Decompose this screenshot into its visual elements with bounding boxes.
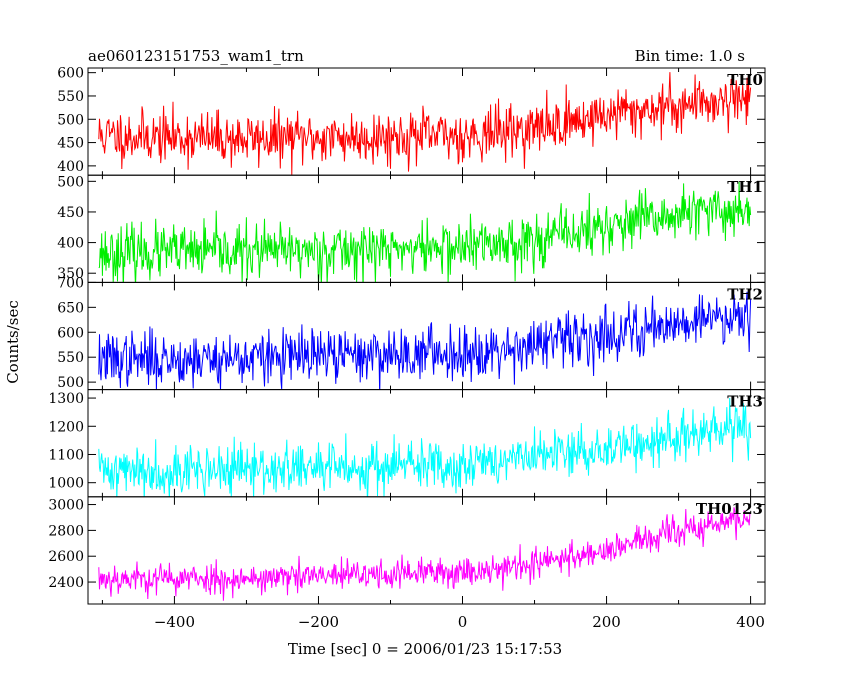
series-line-th2 <box>98 291 752 390</box>
panel-label-th1: TH1 <box>727 178 763 196</box>
series-line-th0 <box>98 72 752 175</box>
y-tick-label-th0: 500 <box>57 112 84 128</box>
y-tick-label-th1: 350 <box>57 266 84 282</box>
y-tick-label-th0: 600 <box>57 66 84 82</box>
y-tick-label-th0123: 2800 <box>48 523 84 539</box>
y-tick-label-th0123: 3000 <box>48 498 84 514</box>
panels-group: TH0 400 450 500 550 600 TH1 350 400 450 500 TH2 500 5… <box>48 66 766 631</box>
y-tick-label-th0123: 2600 <box>48 549 84 565</box>
series-line-th3 <box>98 397 752 497</box>
y-tick-label-th1: 450 <box>57 205 84 221</box>
y-tick-label-th1: 500 <box>57 174 84 190</box>
header-left: ae060123151753_wam1_trn <box>88 47 304 65</box>
header-right: Bin time: 1.0 s <box>635 47 745 65</box>
x-tick-label: −400 <box>154 613 195 631</box>
series-line-th0123 <box>98 507 751 601</box>
y-tick-label-th3: 1100 <box>48 447 84 463</box>
y-tick-label-th2: 600 <box>57 325 84 341</box>
x-tick-label: −200 <box>298 613 339 631</box>
panel-label-th0: TH0 <box>727 71 763 89</box>
y-tick-label-th0123: 2400 <box>48 575 84 591</box>
panel-label-th3: TH3 <box>727 393 763 411</box>
y-tick-label-th2: 650 <box>57 300 84 316</box>
y-tick-label-th0: 450 <box>57 136 84 152</box>
x-tick-label: 200 <box>592 613 621 631</box>
panel-label-th2: TH2 <box>727 285 763 303</box>
panel-frame-th0123 <box>87 496 766 605</box>
y-tick-label-th3: 1000 <box>48 476 84 492</box>
y-tick-label-th3: 1300 <box>48 391 84 407</box>
y-tick-label-th0: 550 <box>57 89 84 105</box>
panel-label-th0123: TH0123 <box>696 500 763 518</box>
y-tick-label-th1: 400 <box>57 236 84 252</box>
x-tick-label: 0 <box>458 613 468 631</box>
series-line-th1 <box>98 181 752 283</box>
y-tick-label-th2: 550 <box>57 350 84 366</box>
x-axis-label: Time [sec] 0 = 2006/01/23 15:17:53 <box>288 640 562 658</box>
y-tick-label-th0: 400 <box>57 159 84 175</box>
y-tick-label-th3: 1200 <box>48 419 84 435</box>
y-axis-label: Counts/sec <box>4 300 22 384</box>
y-tick-label-th2: 700 <box>57 275 84 291</box>
x-tick-label: 400 <box>736 613 765 631</box>
y-tick-label-th2: 500 <box>57 375 84 391</box>
